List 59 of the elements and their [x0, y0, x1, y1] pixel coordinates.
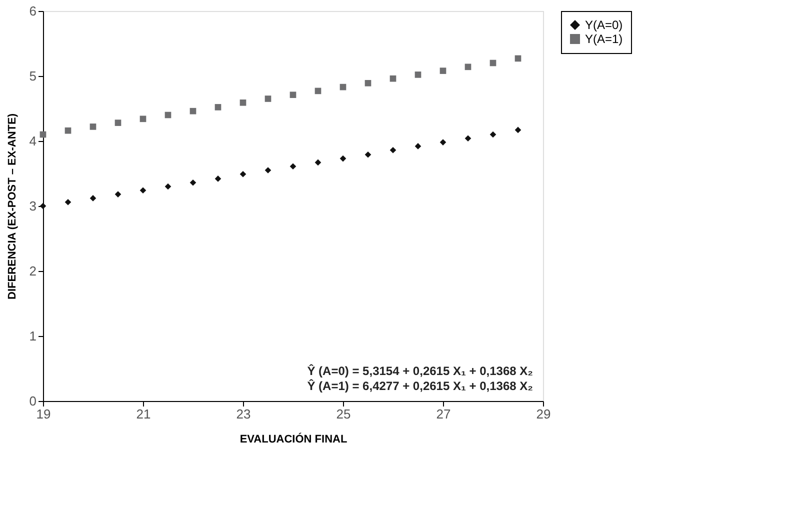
point [90, 195, 96, 202]
point [190, 179, 196, 186]
x-tick-label: 25 [336, 406, 351, 422]
x-axis-title: EVALUACIÓN FINAL [240, 432, 348, 446]
point [214, 104, 222, 110]
point [64, 127, 72, 134]
y-tick-label: 3 [29, 198, 36, 214]
point [190, 108, 196, 114]
point [264, 167, 272, 174]
point [514, 126, 522, 134]
point [414, 72, 422, 78]
x-tick-label: 19 [36, 406, 51, 422]
point [440, 139, 446, 146]
y-tick-label: 0 [29, 394, 36, 408]
point [240, 170, 246, 178]
point [314, 159, 322, 166]
y-tick-label: 4 [29, 134, 36, 148]
point [140, 116, 146, 122]
point [390, 75, 396, 82]
y-tick-label: 2 [29, 264, 36, 278]
point [64, 198, 72, 206]
legend-label: Y(A=1) [585, 32, 623, 46]
legend-label: Y(A=0) [585, 18, 623, 32]
point [40, 131, 46, 138]
point [90, 124, 96, 130]
point [464, 64, 472, 70]
point [490, 131, 496, 138]
point [290, 163, 296, 170]
point [340, 155, 346, 162]
point [364, 80, 372, 86]
y-tick-label: 1 [29, 328, 36, 344]
point [490, 60, 496, 66]
point [364, 151, 372, 158]
y-axis-title: DIFERENCIA (EX-POST – EX-ANTE) [6, 113, 18, 300]
annotation: Ŷ (A=0) = 5,3154 + 0,2615 X₁ + 0,1368 X₂ [307, 364, 533, 378]
point [140, 187, 146, 194]
point [514, 55, 522, 62]
annotation: Ŷ (A=1) = 6,4277 + 0,2615 X₁ + 0,1368 X₂ [307, 379, 533, 393]
point [264, 96, 272, 102]
x-tick-label: 27 [436, 406, 451, 422]
point [414, 143, 422, 150]
x-tick-label: 29 [536, 406, 551, 422]
point [114, 191, 122, 198]
y-tick-label: 6 [29, 4, 36, 18]
point [340, 84, 346, 90]
point [290, 92, 296, 98]
x-tick-label: 21 [136, 406, 151, 422]
point [214, 176, 222, 182]
point [390, 146, 396, 154]
x-tick-label: 23 [236, 406, 251, 422]
point [314, 88, 322, 94]
y-tick-label: 5 [29, 68, 36, 84]
point [464, 135, 472, 142]
point [40, 202, 46, 210]
point [164, 112, 172, 118]
point [240, 99, 246, 106]
point [440, 68, 446, 74]
point [114, 120, 122, 126]
point [164, 183, 172, 190]
